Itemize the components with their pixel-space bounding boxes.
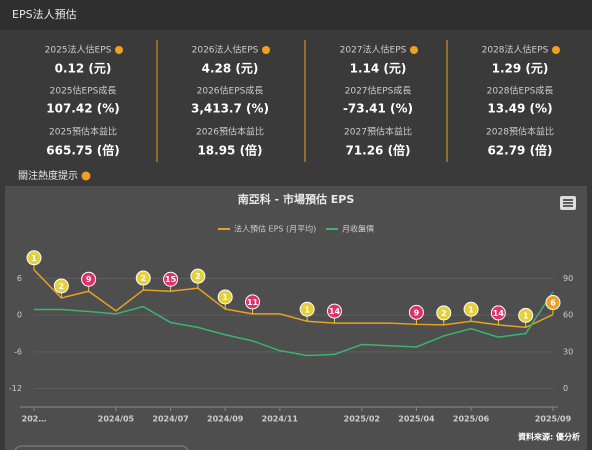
eps-value: 4.28 (元) — [202, 62, 259, 76]
attention-bubble — [163, 271, 179, 287]
pe-label: 2027預估本益比 — [344, 126, 412, 138]
attention-count: 2 — [59, 282, 65, 291]
pe-label: 2026預估本益比 — [196, 126, 264, 138]
x-tick-label: 2024/09 — [207, 415, 244, 424]
attention-count: 2 — [441, 309, 447, 318]
attention-bubble — [299, 301, 315, 317]
x-tick-label: 2025/02 — [344, 415, 380, 424]
growth-label: 2025估EPS成長 — [50, 85, 117, 97]
x-tick-label: 2024/11 — [262, 415, 299, 424]
growth-label: 2027估EPS成長 — [345, 85, 412, 97]
attention-bubble — [245, 294, 261, 310]
pe-value: 71.26 (倍) — [345, 143, 410, 158]
attention-count: 11 — [247, 298, 259, 307]
header-bar — [0, 0, 592, 30]
eps-label: 2028法人估EPS — [482, 44, 549, 56]
pe-value: 18.95 (倍) — [197, 143, 262, 158]
attention-count: 1 — [468, 305, 474, 314]
y2-tick-label: 90 — [563, 274, 573, 283]
growth-label: 2028估EPS成長 — [487, 85, 554, 97]
attention-count: 1 — [222, 293, 228, 302]
y2-tick-label: 30 — [563, 347, 573, 356]
attention-bubble — [326, 303, 342, 319]
growth-value: 3,413.7 (%) — [191, 102, 269, 116]
attention-count: 1 — [304, 305, 310, 314]
eps-label: 2026法人估EPS — [192, 44, 259, 56]
attention-bubble — [408, 304, 424, 320]
y-tick-label: 6 — [17, 274, 22, 283]
x-tick-label: 2024/07 — [152, 415, 188, 424]
y2-tick-label: 60 — [563, 311, 573, 320]
attention-bubble — [81, 271, 97, 287]
info-dot — [81, 171, 91, 181]
eps-label: 2027法人估EPS — [340, 44, 407, 56]
attention-bubble — [190, 268, 206, 284]
attention-count: 6 — [550, 299, 556, 308]
x-tick-label: 2025/09 — [535, 415, 572, 424]
legend-label: 月收盤價 — [342, 224, 374, 234]
eps-label: 2025法人估EPS — [45, 44, 112, 56]
attention-count: 9 — [414, 308, 420, 317]
attention-bubble — [490, 305, 506, 321]
attention-count: 1 — [523, 311, 529, 320]
attention-bubble — [135, 270, 151, 286]
x-tick-label: 202… — [22, 415, 47, 424]
info-dot — [410, 46, 418, 54]
attention-count: 1 — [31, 254, 37, 263]
cards: 2025法人估EPS 0.12 (元) 2025估EPS成長 107.42 (%) 20… — [45, 40, 560, 162]
attention-count: 2 — [195, 272, 201, 281]
x-tick-label: 2025/04 — [398, 415, 435, 424]
legend-label: 法人預估 EPS (月平均) — [234, 224, 316, 234]
x-tick-label: 2024/05 — [98, 415, 135, 424]
menu-icon[interactable] — [560, 196, 576, 210]
attention-bubble — [463, 301, 479, 317]
attention-count: 15 — [165, 275, 177, 284]
attention-bubble — [545, 295, 561, 311]
y-tick-label: -12 — [9, 384, 22, 393]
bottom-box — [14, 445, 189, 450]
pe-label: 2028預估本益比 — [486, 126, 554, 138]
attention-count: 9 — [86, 275, 92, 284]
chart-title: 南亞科 - 市場預估 EPS — [238, 192, 355, 206]
y-tick-label: -6 — [14, 347, 22, 356]
eps-value: 0.12 (元) — [55, 62, 112, 76]
attention-bubble — [518, 307, 534, 323]
header-title: EPS法人預估 — [12, 7, 77, 21]
pe-value: 62.79 (倍) — [487, 143, 552, 158]
eps-value: 1.14 (元) — [350, 62, 407, 76]
attention-bubble — [26, 250, 42, 266]
pe-label: 2025預估本益比 — [49, 126, 117, 138]
attention-bubble — [436, 305, 452, 321]
growth-value: 107.42 (%) — [46, 102, 119, 116]
attention-count: 14 — [493, 309, 505, 318]
series-line — [33, 269, 554, 329]
info-dot — [262, 46, 270, 54]
y-tick-label: 0 — [17, 311, 22, 320]
y2-tick-label: 0 — [563, 384, 568, 393]
attention-bubble — [53, 278, 69, 294]
pe-value: 665.75 (倍) — [46, 143, 119, 158]
x-tick-label: 2025/06 — [453, 415, 490, 424]
attention-label: 關注熱度提示 — [18, 169, 78, 182]
series-line — [34, 291, 554, 357]
eps-value: 1.29 (元) — [492, 62, 549, 76]
info-dot — [115, 46, 123, 54]
info-dot — [552, 46, 560, 54]
growth-value: 13.49 (%) — [487, 102, 552, 116]
source: 資料來源: 優分析 — [518, 432, 580, 442]
attention-count: 2 — [140, 274, 146, 283]
attention-count: 14 — [329, 307, 341, 316]
growth-value: -73.41 (%) — [343, 102, 413, 116]
attention-bubble — [217, 289, 233, 305]
growth-label: 2026估EPS成長 — [197, 85, 264, 97]
